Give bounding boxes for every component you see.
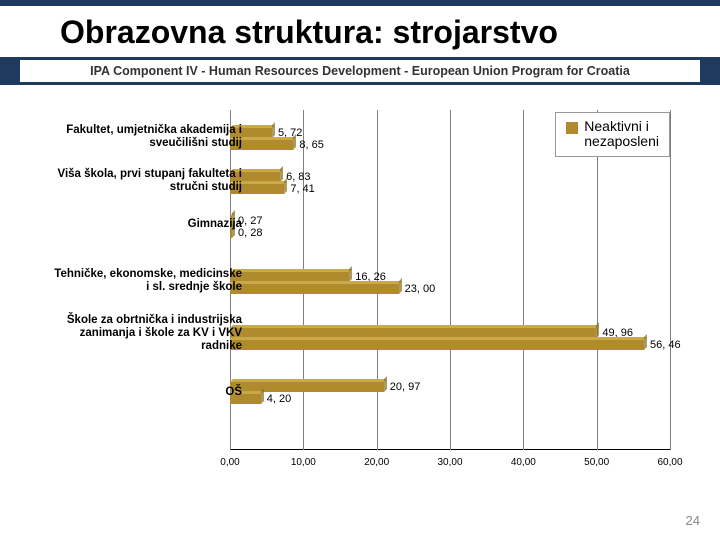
bar-group: 49, 9656, 46 [230,328,670,352]
subtitle-bar: IPA Component IV - Human Resources Devel… [0,57,720,85]
bar-group: 0, 270, 28 [230,216,670,240]
value-label: 7, 41 [290,183,314,195]
bar-3d-side [284,178,287,194]
bar-3d-top [230,337,647,340]
legend-label: Neaktivni i nezaposleni [584,119,659,150]
bar-3d-side [280,166,283,182]
legend-item: Neaktivni i nezaposleni [566,119,659,150]
bar-3d-side [272,122,275,138]
plot-area: 0,0010,0020,0030,0040,0050,0060,005, 728… [230,110,670,450]
bar-3d-top [230,269,352,272]
slide-number: 24 [686,513,700,528]
page-title: Obrazovna struktura: strojarstvo [0,6,720,57]
value-label: 23, 00 [405,283,436,295]
bar [230,284,399,294]
category-label: Viša škola, prvi stupanj fakulteta i str… [52,168,242,194]
bar-3d-top [230,325,599,328]
x-tick-label: 10,00 [291,457,316,468]
category-label: Fakultet, umjetnička akademija i sveučil… [52,124,242,150]
bar-3d-side [261,388,264,404]
legend: Neaktivni i nezaposleni [555,112,670,157]
bar-group: 16, 2623, 00 [230,272,670,296]
bar-3d-side [349,266,352,282]
bar-3d-side [384,376,387,392]
value-label: 20, 97 [390,381,421,393]
subtitle: IPA Component IV - Human Resources Devel… [20,60,700,82]
bar [230,340,644,350]
category-label: Gimnazija [52,218,242,231]
legend-swatch [566,122,578,134]
bar-3d-side [596,322,599,338]
value-label: 8, 65 [299,139,323,151]
bar-3d-side [293,134,296,150]
chart: 0,0010,0020,0030,0040,0050,0060,005, 728… [30,110,690,490]
x-tick-label: 0,00 [220,457,239,468]
category-label: Škole za obrtnička i industrijska zanima… [52,314,242,354]
value-label: 4, 20 [267,393,291,405]
x-tick-label: 60,00 [657,457,682,468]
grid-line [670,110,671,450]
bar-3d-top [230,379,387,382]
value-label: 56, 46 [650,339,681,351]
bar-3d-side [399,278,402,294]
category-label: OŠ [52,386,242,399]
x-tick-label: 50,00 [584,457,609,468]
x-tick-label: 40,00 [511,457,536,468]
bar-3d-side [644,334,647,350]
slide: Obrazovna struktura: strojarstvo IPA Com… [0,0,720,540]
bar-3d-top [230,281,402,284]
x-tick-label: 20,00 [364,457,389,468]
x-tick-label: 30,00 [437,457,462,468]
bar-group: 20, 97 4, 20 [230,382,670,406]
value-label: 6, 83 [286,171,310,183]
bar-group: 6, 837, 41 [230,172,670,196]
category-label: Tehničke, ekonomske, medicinske i sl. sr… [52,268,242,294]
